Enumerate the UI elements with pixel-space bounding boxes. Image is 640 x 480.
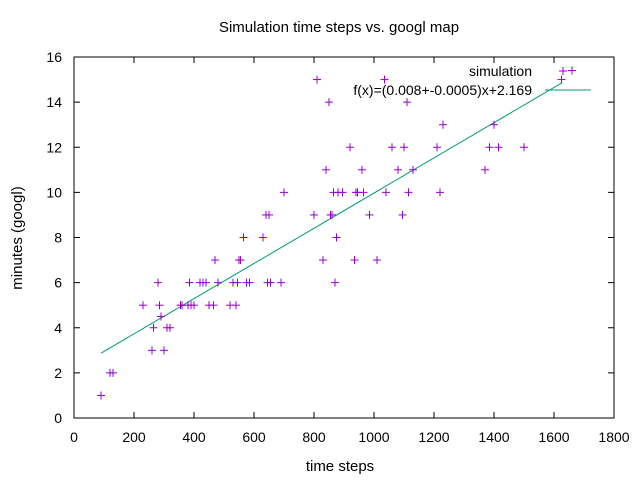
data-point [155, 301, 164, 310]
data-point [332, 233, 341, 242]
data-point [266, 278, 275, 287]
chart-title: Simulation time steps vs. googl map [219, 19, 459, 36]
data-point [211, 256, 219, 265]
data-point [160, 346, 168, 355]
x-tick-label: 1800 [598, 429, 629, 445]
data-point [214, 278, 222, 287]
data-point [190, 301, 198, 310]
legend-label-fit: f(x)=(0.008+-0.0005)x+2.169 [353, 82, 532, 98]
data-point [328, 210, 336, 219]
data-point [394, 165, 402, 174]
data-point [185, 278, 194, 287]
data-point [485, 143, 494, 152]
data-point [209, 301, 218, 310]
y-tick-label: 16 [46, 49, 62, 65]
data-point [404, 188, 413, 197]
data-points [97, 66, 576, 400]
data-point [109, 368, 117, 377]
fit-line-group [100, 82, 562, 354]
y-tick-label: 4 [54, 320, 62, 336]
x-tick-label: 800 [302, 429, 326, 445]
data-point [439, 120, 447, 129]
data-point [233, 278, 242, 287]
y-tick-label: 14 [46, 94, 62, 110]
data-point [202, 278, 210, 287]
data-point [97, 391, 105, 400]
data-point [373, 256, 381, 265]
y-tick-label: 2 [54, 365, 62, 381]
data-point [358, 165, 366, 174]
x-axis-title: time steps [306, 458, 374, 475]
legend-label-simulation: simulation [469, 63, 532, 79]
data-point [157, 312, 165, 321]
x-tick-label: 1000 [358, 429, 389, 445]
fit-line [100, 82, 562, 354]
data-point [166, 323, 174, 332]
data-point [319, 256, 327, 265]
data-point [403, 98, 411, 107]
data-point [148, 346, 156, 355]
data-point [338, 188, 347, 197]
x-tick-label: 600 [242, 429, 266, 445]
data-point [154, 278, 162, 287]
data-point [322, 165, 330, 174]
data-point [245, 278, 254, 287]
y-axis-title: minutes (googl) [9, 186, 26, 289]
data-point [346, 143, 354, 152]
data-point [280, 188, 288, 197]
data-point [239, 233, 248, 242]
x-tick-label: 1200 [418, 429, 449, 445]
axis-ticks: 0 200 400 600 800 1000 1200 1400 1600 1800 0 2 4 6 8 10… [46, 49, 629, 445]
data-point [388, 143, 396, 152]
data-point [433, 143, 441, 152]
data-point [557, 75, 566, 84]
data-point [568, 66, 576, 75]
x-tick-label: 400 [182, 429, 206, 445]
data-point [310, 210, 318, 219]
y-tick-label: 6 [54, 275, 62, 291]
data-point [259, 233, 267, 242]
y-tick-label: 10 [46, 184, 62, 200]
data-point [436, 188, 444, 197]
data-point [520, 143, 528, 152]
data-point [139, 301, 147, 310]
legend: simulation f(x)=(0.008+-0.0005)x+2.169 [353, 63, 591, 98]
data-point [494, 143, 503, 152]
data-point [325, 98, 333, 107]
data-point [380, 75, 389, 84]
data-point [236, 256, 245, 265]
y-tick-label: 12 [46, 139, 62, 155]
x-tick-label: 1600 [538, 429, 569, 445]
plot-frame [73, 56, 615, 419]
x-tick-label: 0 [70, 429, 78, 445]
data-point [400, 143, 408, 152]
data-point [398, 210, 407, 219]
data-point [382, 188, 390, 197]
data-point [331, 278, 339, 287]
y-tick-label: 0 [54, 410, 62, 426]
data-point [359, 188, 368, 197]
data-point [265, 210, 273, 219]
data-point [149, 323, 158, 332]
y-tick-label: 8 [54, 230, 62, 246]
data-point [409, 165, 417, 174]
data-point [232, 301, 240, 310]
data-point [350, 256, 359, 265]
data-point [490, 120, 498, 129]
data-point [277, 278, 285, 287]
data-point [365, 210, 374, 219]
data-point [481, 165, 489, 174]
x-tick-label: 1400 [478, 429, 509, 445]
x-tick-label: 200 [122, 429, 146, 445]
data-point [313, 75, 321, 84]
